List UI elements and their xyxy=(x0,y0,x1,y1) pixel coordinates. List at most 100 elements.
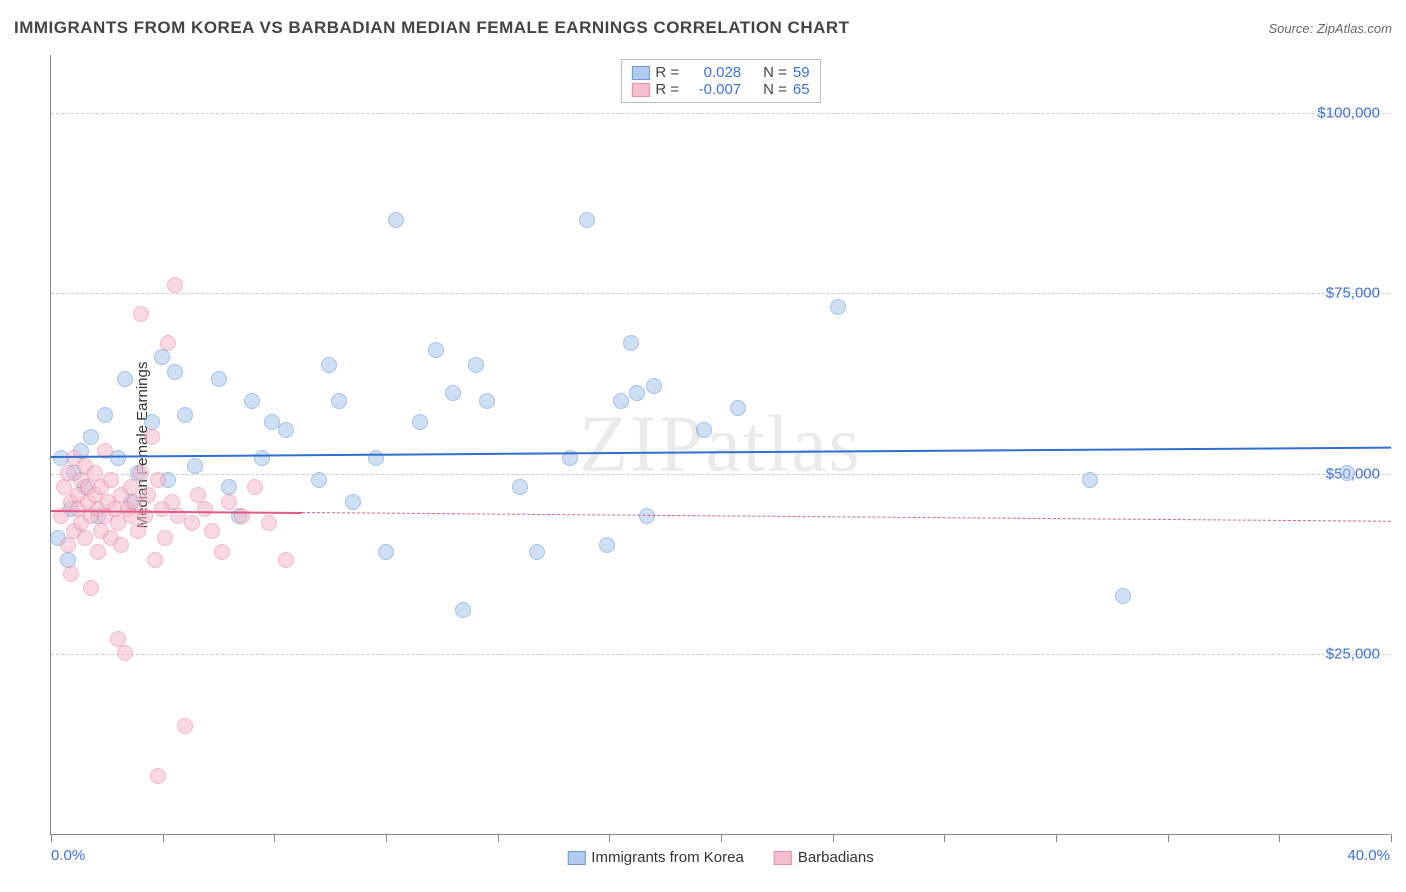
scatter-point xyxy=(147,552,163,568)
scatter-point xyxy=(730,400,746,416)
swatch-series-1 xyxy=(631,66,649,80)
gridline xyxy=(51,113,1390,114)
scatter-point xyxy=(468,357,484,373)
scatter-point xyxy=(629,385,645,401)
x-tick xyxy=(1279,834,1280,842)
correlation-stats-box: R = 0.028 N = 59 R = -0.007 N = 65 xyxy=(620,59,820,103)
scatter-point xyxy=(97,407,113,423)
trendline xyxy=(51,446,1391,457)
scatter-point xyxy=(144,429,160,445)
scatter-point xyxy=(445,385,461,401)
scatter-point xyxy=(63,566,79,582)
scatter-point xyxy=(388,212,404,228)
scatter-point xyxy=(184,515,200,531)
scatter-point xyxy=(412,414,428,430)
scatter-point xyxy=(1115,588,1131,604)
x-tick xyxy=(386,834,387,842)
scatter-point xyxy=(211,371,227,387)
scatter-point xyxy=(83,580,99,596)
scatter-point xyxy=(167,364,183,380)
scatter-point xyxy=(1082,472,1098,488)
x-axis-min-label: 0.0% xyxy=(51,847,85,864)
scatter-point xyxy=(579,212,595,228)
legend-swatch-2 xyxy=(774,851,792,865)
scatter-point xyxy=(150,472,166,488)
x-tick xyxy=(609,834,610,842)
legend-item-2: Barbadians xyxy=(774,849,874,866)
scatter-point xyxy=(154,349,170,365)
swatch-series-2 xyxy=(631,83,649,97)
scatter-point xyxy=(345,494,361,510)
scatter-point xyxy=(133,465,149,481)
scatter-point xyxy=(311,472,327,488)
x-tick xyxy=(1056,834,1057,842)
stats-row-series-2: R = -0.007 N = 65 xyxy=(631,81,809,98)
scatter-point xyxy=(60,537,76,553)
scatter-point xyxy=(512,479,528,495)
scatter-point xyxy=(244,393,260,409)
scatter-point xyxy=(117,645,133,661)
scatter-point xyxy=(261,515,277,531)
scatter-point xyxy=(60,552,76,568)
scatter-point xyxy=(130,523,146,539)
scatter-point xyxy=(177,407,193,423)
scatter-point xyxy=(830,299,846,315)
scatter-point xyxy=(113,537,129,553)
scatter-point xyxy=(599,537,615,553)
x-tick xyxy=(1168,834,1169,842)
watermark: ZIPatlas xyxy=(579,399,862,490)
plot-area: Median Female Earnings ZIPatlas R = 0.02… xyxy=(50,55,1390,835)
scatter-point xyxy=(133,306,149,322)
x-tick xyxy=(163,834,164,842)
scatter-point xyxy=(331,393,347,409)
gridline xyxy=(51,293,1390,294)
scatter-point xyxy=(613,393,629,409)
scatter-point xyxy=(83,429,99,445)
scatter-point xyxy=(160,335,176,351)
scatter-point xyxy=(167,277,183,293)
scatter-point xyxy=(321,357,337,373)
scatter-point xyxy=(247,479,263,495)
source-attribution: Source: ZipAtlas.com xyxy=(1268,21,1392,36)
scatter-point xyxy=(187,458,203,474)
x-tick xyxy=(51,834,52,842)
scatter-point xyxy=(428,342,444,358)
legend: Immigrants from Korea Barbadians xyxy=(567,849,873,866)
x-tick xyxy=(498,834,499,842)
legend-item-1: Immigrants from Korea xyxy=(567,849,744,866)
chart-title: IMMIGRANTS FROM KOREA VS BARBADIAN MEDIA… xyxy=(14,18,850,38)
scatter-point xyxy=(214,544,230,560)
scatter-point xyxy=(623,335,639,351)
legend-swatch-1 xyxy=(567,851,585,865)
scatter-point xyxy=(278,552,294,568)
scatter-point xyxy=(529,544,545,560)
x-axis-max-label: 40.0% xyxy=(1347,847,1390,864)
scatter-point xyxy=(140,487,156,503)
x-tick xyxy=(274,834,275,842)
scatter-point xyxy=(278,422,294,438)
scatter-point xyxy=(254,450,270,466)
scatter-point xyxy=(204,523,220,539)
scatter-point xyxy=(197,501,213,517)
scatter-point xyxy=(157,530,173,546)
scatter-point xyxy=(77,530,93,546)
scatter-point xyxy=(117,371,133,387)
y-tick-label: $100,000 xyxy=(1317,104,1380,121)
x-tick xyxy=(833,834,834,842)
x-tick xyxy=(1391,834,1392,842)
scatter-point xyxy=(455,602,471,618)
trendline-extrapolated xyxy=(302,512,1391,522)
y-tick-label: $75,000 xyxy=(1326,285,1380,302)
x-tick xyxy=(721,834,722,842)
x-tick xyxy=(944,834,945,842)
scatter-point xyxy=(696,422,712,438)
y-tick-label: $25,000 xyxy=(1326,646,1380,663)
scatter-point xyxy=(378,544,394,560)
gridline xyxy=(51,654,1390,655)
stats-row-series-1: R = 0.028 N = 59 xyxy=(631,64,809,81)
scatter-point xyxy=(123,479,139,495)
scatter-point xyxy=(479,393,495,409)
scatter-point xyxy=(1339,465,1355,481)
scatter-point xyxy=(150,768,166,784)
scatter-point xyxy=(221,494,237,510)
